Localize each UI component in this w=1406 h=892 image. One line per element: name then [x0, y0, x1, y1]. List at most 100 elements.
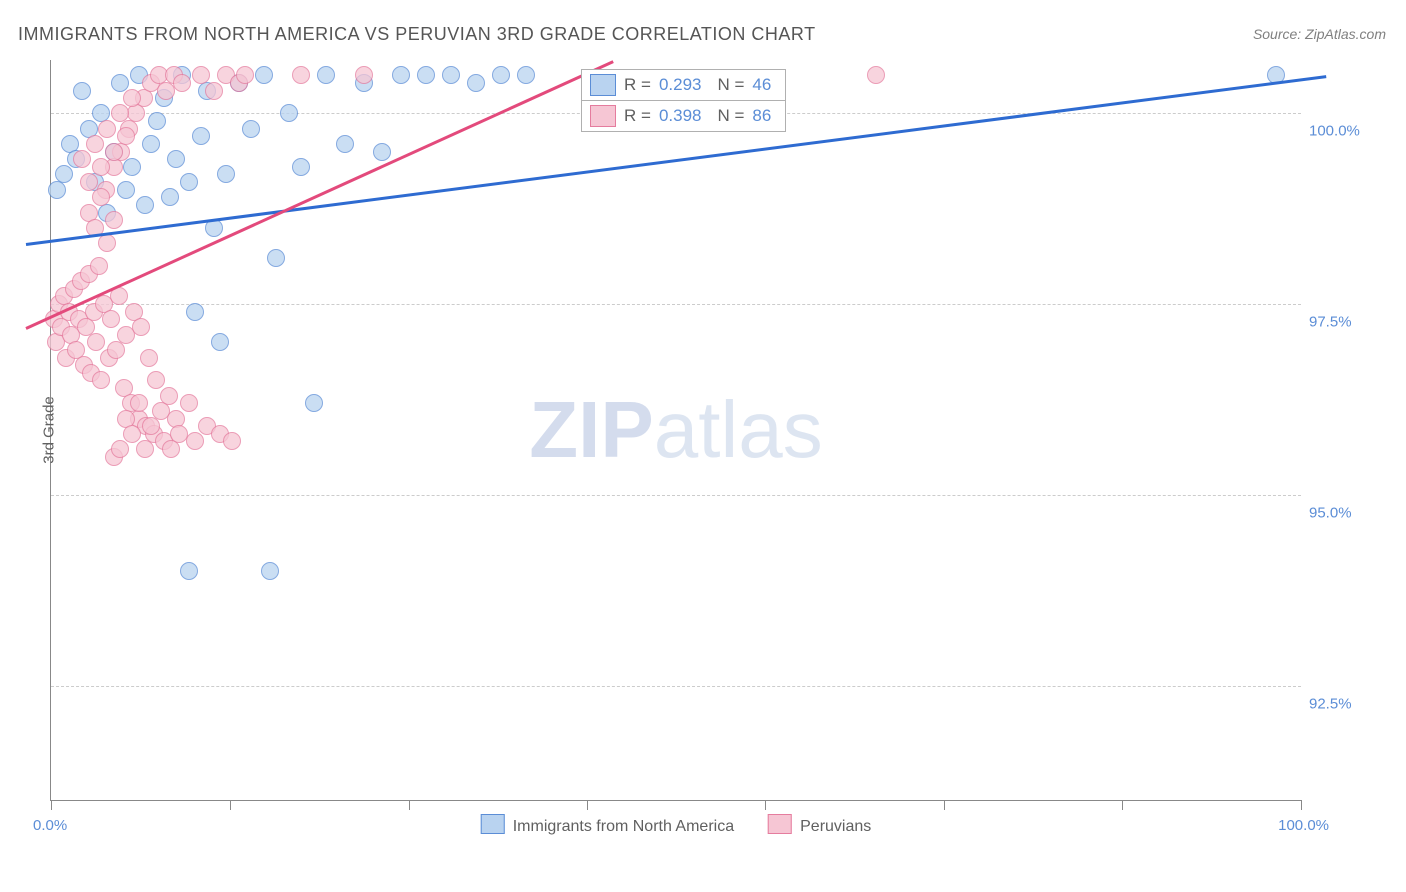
data-point [130, 394, 148, 412]
data-point [148, 112, 166, 130]
x-tick [944, 800, 945, 810]
n-label: N = [717, 106, 744, 126]
data-point [111, 104, 129, 122]
data-point [102, 310, 120, 328]
series-swatch [590, 105, 616, 127]
legend-label: Immigrants from North America [513, 818, 734, 835]
watermark-zip: ZIP [529, 385, 653, 474]
data-point [180, 173, 198, 191]
data-point [867, 66, 885, 84]
data-point [267, 249, 285, 267]
data-point [442, 66, 460, 84]
r-label: R = [624, 75, 651, 95]
chart-title: IMMIGRANTS FROM NORTH AMERICA VS PERUVIA… [18, 24, 816, 45]
x-max-label: 100.0% [1278, 817, 1329, 834]
chart-legend: Immigrants from North America Peruvians [481, 814, 872, 836]
data-point [117, 127, 135, 145]
data-point [336, 135, 354, 153]
n-label: N = [717, 75, 744, 95]
data-point [467, 74, 485, 92]
x-tick [1301, 800, 1302, 810]
data-point [186, 432, 204, 450]
data-point [161, 188, 179, 206]
x-tick [51, 800, 52, 810]
gridline [51, 304, 1301, 305]
data-point [73, 82, 91, 100]
data-point [180, 562, 198, 580]
data-point [292, 66, 310, 84]
correlation-stats-box: R = 0.398 N = 86 [581, 100, 786, 132]
data-point [107, 341, 125, 359]
data-point [280, 104, 298, 122]
data-point [392, 66, 410, 84]
data-point [211, 333, 229, 351]
data-point [205, 82, 223, 100]
n-value: 46 [752, 75, 771, 95]
gridline [51, 686, 1301, 687]
data-point [111, 440, 129, 458]
n-value: 86 [752, 106, 771, 126]
source-attribution: Source: ZipAtlas.com [1253, 26, 1386, 42]
data-point [123, 89, 141, 107]
data-point [105, 211, 123, 229]
legend-swatch [481, 814, 505, 834]
x-tick [409, 800, 410, 810]
data-point [140, 349, 158, 367]
data-point [186, 303, 204, 321]
data-point [136, 196, 154, 214]
data-point [132, 318, 150, 336]
data-point [87, 333, 105, 351]
r-value: 0.293 [659, 75, 702, 95]
trend-line [25, 60, 614, 330]
data-point [236, 66, 254, 84]
data-point [142, 417, 160, 435]
y-tick-label: 95.0% [1309, 504, 1389, 521]
x-tick [587, 800, 588, 810]
y-tick-label: 97.5% [1309, 314, 1389, 331]
data-point [242, 120, 260, 138]
data-point [92, 371, 110, 389]
watermark: ZIPatlas [529, 384, 822, 476]
data-point [180, 394, 198, 412]
data-point [111, 74, 129, 92]
data-point [55, 165, 73, 183]
legend-item: Immigrants from North America [481, 814, 734, 836]
data-point [355, 66, 373, 84]
x-tick [765, 800, 766, 810]
data-point [217, 165, 235, 183]
r-label: R = [624, 106, 651, 126]
gridline [51, 495, 1301, 496]
legend-swatch [768, 814, 792, 834]
data-point [123, 425, 141, 443]
legend-label: Peruvians [800, 818, 871, 835]
data-point [173, 74, 191, 92]
y-axis-label: 3rd Grade [40, 396, 57, 464]
data-point [136, 440, 154, 458]
x-tick [1122, 800, 1123, 810]
source-label: Source: [1253, 26, 1301, 42]
watermark-atlas: atlas [654, 385, 823, 474]
data-point [117, 181, 135, 199]
legend-item: Peruvians [768, 814, 871, 836]
data-point [417, 66, 435, 84]
data-point [98, 234, 116, 252]
data-point [92, 158, 110, 176]
data-point [98, 120, 116, 138]
data-point [492, 66, 510, 84]
r-value: 0.398 [659, 106, 702, 126]
data-point [192, 127, 210, 145]
data-point [73, 150, 91, 168]
y-tick-label: 100.0% [1309, 123, 1389, 140]
scatter-plot-area: 3rd Grade ZIPatlas 100.0%97.5%95.0%92.5%… [50, 60, 1301, 801]
data-point [105, 143, 123, 161]
source-value: ZipAtlas.com [1305, 26, 1386, 42]
data-point [167, 150, 185, 168]
data-point [317, 66, 335, 84]
data-point [223, 432, 241, 450]
data-point [160, 387, 178, 405]
data-point [292, 158, 310, 176]
x-tick [230, 800, 231, 810]
data-point [261, 562, 279, 580]
data-point [305, 394, 323, 412]
data-point [517, 66, 535, 84]
